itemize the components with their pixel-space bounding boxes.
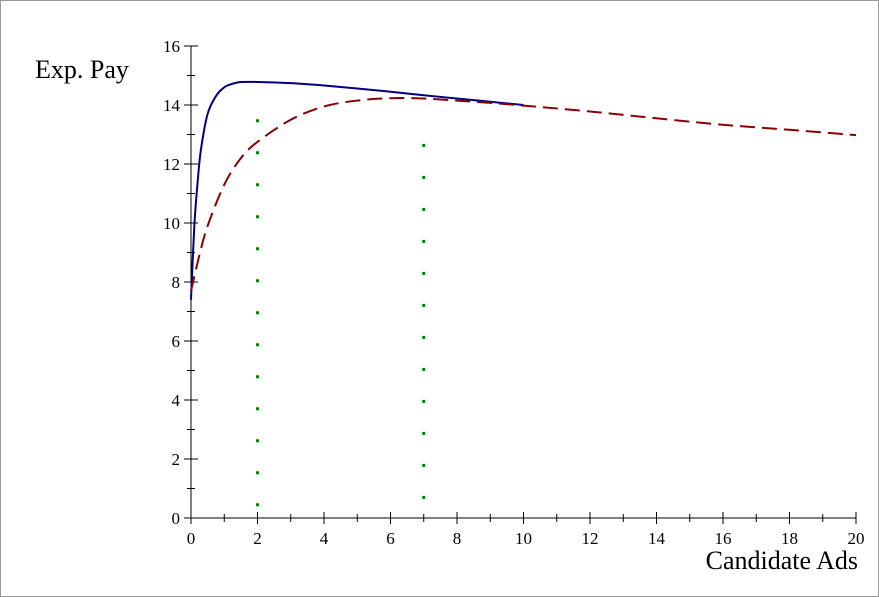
solid-curve-0 bbox=[190, 80, 524, 300]
y-tick-label: 4 bbox=[172, 391, 181, 410]
x-tick-label: 14 bbox=[648, 529, 666, 548]
dashed-curve-1 bbox=[190, 97, 857, 292]
y-axis-title: Exp. Pay bbox=[35, 55, 129, 84]
x-tick-label: 6 bbox=[386, 529, 395, 548]
x-tick-label: 4 bbox=[320, 529, 329, 548]
y-tick-label: 0 bbox=[172, 509, 181, 528]
x-tick-label: 8 bbox=[453, 529, 462, 548]
series-layer bbox=[190, 80, 857, 507]
y-tick-label: 14 bbox=[163, 96, 181, 115]
y-tick-label: 8 bbox=[172, 273, 181, 292]
x-tick-label: 2 bbox=[253, 529, 262, 548]
x-tick-label: 16 bbox=[715, 529, 732, 548]
y-tick-label: 12 bbox=[163, 155, 180, 174]
x-tick-label: 18 bbox=[781, 529, 798, 548]
y-tick-label: 6 bbox=[172, 332, 181, 351]
y-tick-label: 10 bbox=[163, 214, 180, 233]
x-tick-label: 20 bbox=[848, 529, 865, 548]
x-tick-label: 0 bbox=[187, 529, 196, 548]
x-tick-label: 12 bbox=[582, 529, 599, 548]
x-tick-label: 10 bbox=[515, 529, 532, 548]
y-tick-label: 2 bbox=[172, 450, 181, 469]
x-axis-title: Candidate Ads bbox=[706, 546, 858, 575]
axes: 0 2 4 6 8 10 12 14 16 18 20 0 2 4 6 8 10 12 14 16 bbox=[163, 37, 865, 548]
y-tick-label: 16 bbox=[163, 37, 180, 56]
